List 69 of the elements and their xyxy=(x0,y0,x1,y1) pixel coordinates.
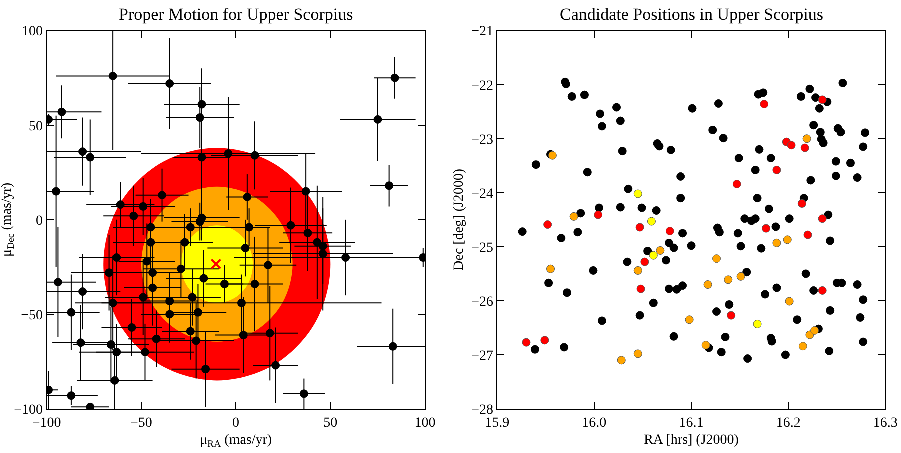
x-tick-label: 100 xyxy=(414,416,436,431)
y-tick-label: −28 xyxy=(472,402,494,418)
point xyxy=(818,286,827,295)
point xyxy=(640,258,650,266)
point xyxy=(818,214,827,224)
point xyxy=(634,350,642,358)
x-axis-title: RA [hrs] (J2000) xyxy=(644,433,740,448)
point xyxy=(798,199,806,208)
point xyxy=(800,144,810,152)
point xyxy=(724,276,733,284)
point xyxy=(702,341,710,350)
point xyxy=(649,251,658,260)
x-tick-label: 16.2 xyxy=(776,416,801,431)
point xyxy=(540,336,550,345)
x-tick-label: 16.3 xyxy=(873,416,898,431)
point xyxy=(802,134,812,144)
point xyxy=(647,217,656,226)
y-tick-label: 50 xyxy=(29,119,44,134)
point xyxy=(570,212,578,221)
point xyxy=(546,264,555,274)
y-tick-label: −23 xyxy=(472,132,494,148)
point xyxy=(762,224,771,233)
point xyxy=(594,210,603,220)
point xyxy=(636,223,644,232)
point xyxy=(787,141,796,150)
point xyxy=(810,326,820,335)
y-tick-label: −22 xyxy=(472,78,494,94)
point xyxy=(772,238,782,248)
point xyxy=(634,266,642,275)
point xyxy=(522,338,531,347)
y-tick-label: −27 xyxy=(472,348,494,364)
x-tick-label: 16.0 xyxy=(582,416,607,431)
chart-title: Proper Motion for Upper Scorpius xyxy=(119,5,354,24)
point xyxy=(818,96,827,104)
point xyxy=(656,246,665,255)
x-tick-label: 0 xyxy=(232,416,240,431)
y-tick-label: −24 xyxy=(472,186,494,202)
y-axis-title: Dec [deg] (J2000) xyxy=(452,168,468,271)
x-tick-label: 50 xyxy=(324,416,338,431)
point xyxy=(732,180,742,189)
point xyxy=(783,236,792,244)
point xyxy=(753,320,762,328)
y-tick-label: 0 xyxy=(36,214,44,229)
point xyxy=(617,356,626,365)
y-tick-label: −26 xyxy=(472,294,494,310)
point xyxy=(544,220,552,230)
y-tick-label: −50 xyxy=(21,308,44,324)
point xyxy=(798,342,808,351)
x-axis-title: μ$_{RA}$ (mas/yr) xyxy=(200,433,272,450)
point xyxy=(785,297,794,306)
point xyxy=(685,316,694,324)
point xyxy=(772,166,782,174)
chart-title: Candidate Positions in Upper Scorpius xyxy=(560,5,824,24)
point xyxy=(727,311,736,320)
y-tick-label: −21 xyxy=(472,24,494,40)
point xyxy=(760,100,769,109)
point xyxy=(804,230,812,240)
point xyxy=(736,272,746,281)
x-tick-label: 15.9 xyxy=(485,416,510,431)
y-tick-label: −25 xyxy=(472,240,494,256)
x-tick-label: 16.1 xyxy=(679,416,704,431)
point xyxy=(634,190,642,198)
y-tick-label: 100 xyxy=(22,24,44,40)
x-tick-label: −50 xyxy=(130,416,152,431)
point xyxy=(704,280,712,290)
point xyxy=(636,284,646,294)
point xyxy=(712,254,722,264)
point xyxy=(666,227,674,236)
y-tick-label: −100 xyxy=(14,402,44,418)
